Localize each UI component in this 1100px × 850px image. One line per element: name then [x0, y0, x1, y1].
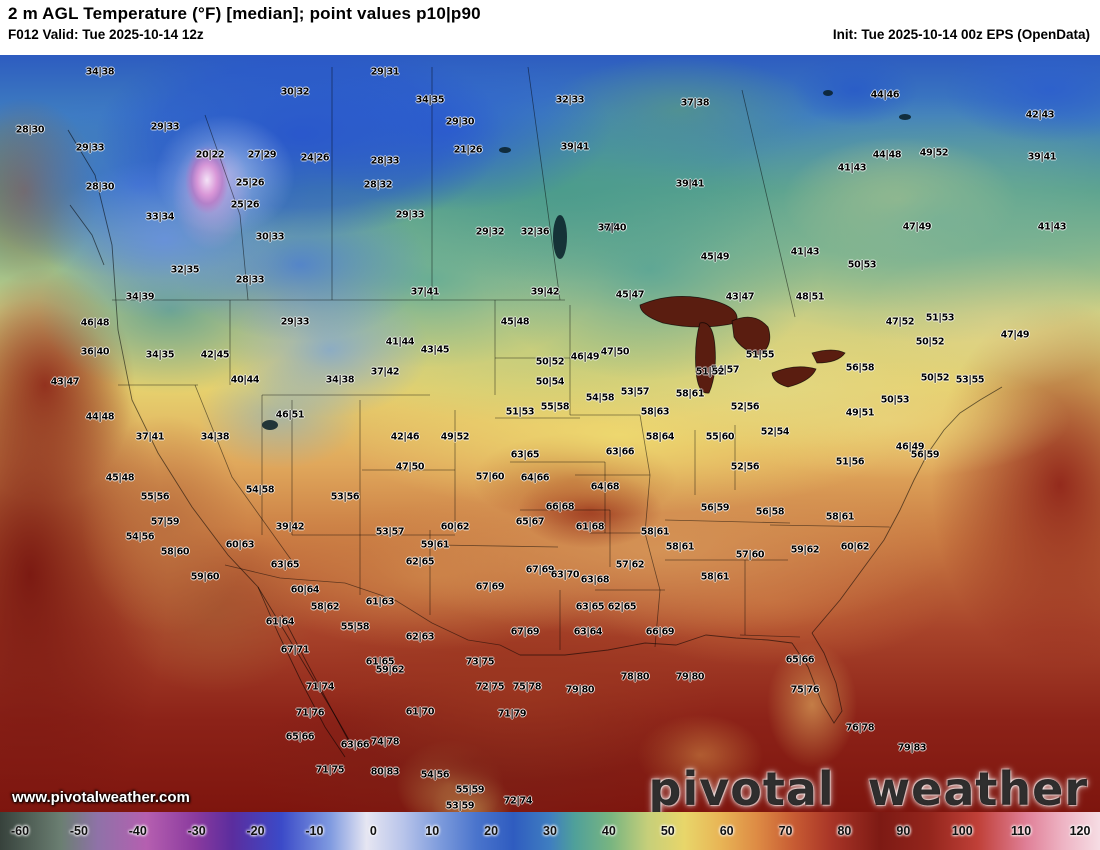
map-title: 2 m AGL Temperature (°F) [median]; point…	[8, 4, 481, 23]
colorbar-tick-label: 100	[951, 824, 973, 838]
colorbar-tick-label: 0	[369, 824, 377, 838]
great-lakes	[639, 295, 846, 394]
watermark-brand: pivotal weather	[648, 762, 1088, 816]
temperature-map[interactable]	[0, 55, 1100, 812]
northern-lakes	[262, 90, 911, 430]
colorbar-tick-label: -40	[128, 824, 147, 838]
coastline	[67, 129, 1003, 758]
colorbar-tick-label: -20	[246, 824, 265, 838]
colorbar-tick-label: 120	[1069, 824, 1091, 838]
watermark-url: www.pivotalweather.com	[12, 789, 190, 806]
colorbar-tick-label: 20	[484, 824, 499, 838]
colorbar-ticks: -60 -50 -40 -30 -20 -10 0 10 20 30 40 50 60 70 80 90 100…	[11, 812, 1090, 850]
map-borders	[67, 66, 1003, 758]
colorbar-tick-label: 10	[425, 824, 440, 838]
colorbar-tick-label: 60	[719, 824, 734, 838]
colorbar-tick-label: 50	[660, 824, 675, 838]
colorbar-tick-label: -10	[305, 824, 324, 838]
colorbar-tick-label: -50	[69, 824, 88, 838]
colorbar-tick-label: 80	[837, 824, 852, 838]
header: 2 m AGL Temperature (°F) [median]; point…	[0, 0, 1100, 55]
colorbar-tick-label: 110	[1011, 824, 1032, 838]
colorbar-tick-label: -30	[187, 824, 206, 838]
colorbar-tick-label: 90	[896, 824, 911, 838]
colorbar-tick-label: 40	[601, 824, 616, 838]
colorbar: -60 -50 -40 -30 -20 -10 0 10 20 30 40 50 60 70 80 90 100…	[0, 812, 1100, 850]
colorbar-tick-label: 70	[778, 824, 793, 838]
state-borders	[112, 66, 891, 656]
init-time-label: Init: Tue 2025-10-14 00z EPS (OpenData)	[832, 27, 1090, 42]
colorbar-tick-label: -60	[10, 824, 30, 838]
valid-time-label: F012 Valid: Tue 2025-10-14 12z	[8, 27, 204, 42]
colorbar-tick-label: 30	[543, 824, 557, 838]
